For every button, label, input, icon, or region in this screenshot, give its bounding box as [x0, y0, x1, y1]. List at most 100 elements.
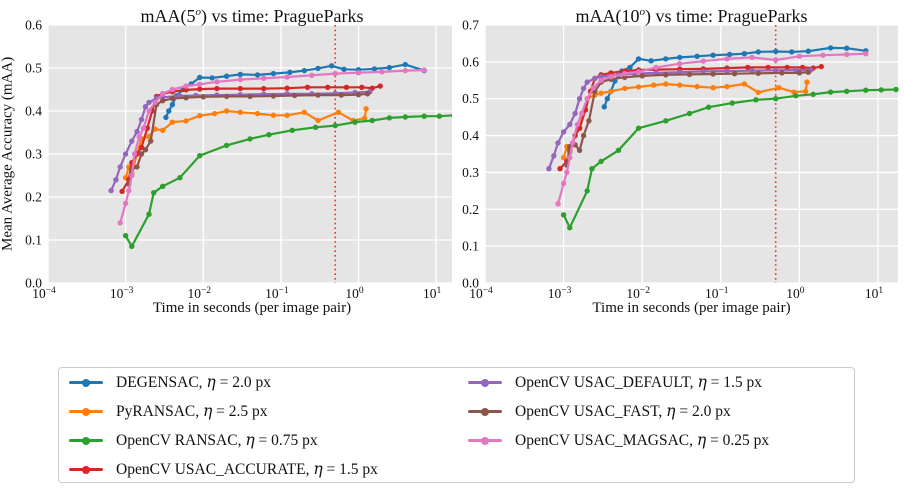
series-marker — [138, 116, 145, 123]
series-marker — [773, 67, 779, 74]
series-marker — [237, 76, 243, 83]
series-marker — [741, 51, 748, 57]
series-marker — [134, 128, 140, 135]
series-marker — [138, 151, 145, 157]
series-marker — [653, 64, 659, 71]
series-marker — [560, 129, 567, 135]
series-marker — [146, 211, 152, 217]
series-marker — [635, 125, 642, 131]
series-marker — [211, 110, 218, 117]
x-tick-label: 100 — [786, 286, 805, 300]
title-text: mAA(10 — [575, 6, 640, 26]
series-marker — [779, 70, 785, 76]
series-marker — [148, 138, 154, 144]
chart-title-maa10: mAA(10o) vs time: PragueParks — [485, 0, 898, 26]
legend-marker-dot — [481, 378, 489, 387]
series-marker — [773, 57, 779, 63]
series-marker — [560, 212, 567, 218]
y-tick-label: 0.4 — [25, 104, 42, 119]
series-marker — [122, 200, 129, 207]
series-marker — [663, 81, 669, 87]
series-marker — [710, 71, 716, 77]
series-marker — [635, 84, 642, 90]
series-marker — [741, 81, 748, 87]
legend-marker-dot — [481, 436, 489, 445]
chart-maa5: 0.0 0.1 0.2 0.3 0.4 0.5 0.6 10−4 10−3 10−2 10−1 100… — [0, 0, 452, 345]
series-marker — [261, 75, 267, 82]
series-marker — [131, 151, 138, 157]
y-tick-label: 0.5 — [462, 91, 479, 106]
series-line — [164, 63, 426, 119]
series-marker — [261, 85, 267, 92]
y-tick-label: 0.4 — [462, 128, 479, 143]
series-marker — [727, 51, 733, 58]
title-text: ) vs time: PragueParks — [645, 6, 808, 26]
series-marker — [301, 67, 307, 74]
series-marker — [755, 89, 761, 96]
series-marker — [338, 92, 344, 98]
series-marker — [126, 187, 132, 194]
series-marker — [117, 164, 123, 170]
series-marker — [332, 70, 338, 77]
x-tick-label: 10−1 — [265, 286, 289, 300]
series-marker — [710, 85, 716, 91]
y-tick-label: 0.3 — [25, 147, 42, 162]
legend-item-pyransac: PyRANSAC, η = 2.5 px — [69, 397, 468, 426]
series-marker — [557, 166, 563, 172]
series-marker — [700, 58, 706, 64]
series-marker — [254, 110, 261, 117]
series-marker — [663, 118, 669, 124]
series-marker — [784, 64, 790, 71]
legend-marker-dot — [82, 407, 90, 416]
series-marker — [608, 88, 614, 95]
series-marker — [615, 147, 622, 153]
x-tick-label: 10−4 — [469, 286, 493, 300]
legend-marker-line — [468, 436, 502, 445]
eta-symbol: η — [697, 373, 707, 391]
series-marker — [810, 91, 816, 98]
series-marker — [332, 122, 338, 129]
series-marker — [601, 104, 607, 110]
series-marker — [745, 64, 751, 71]
x-tick-label: 10−2 — [626, 286, 650, 300]
series-marker — [377, 83, 383, 89]
series-marker — [627, 64, 633, 71]
series-marker — [622, 85, 628, 92]
y-axis-label: Mean Average Accuracy (mAA) — [0, 56, 16, 252]
series-marker — [799, 64, 806, 71]
series-marker — [749, 54, 755, 61]
series-marker — [677, 61, 683, 67]
series-marker — [363, 106, 369, 112]
legend-item-label: OpenCV USAC_DEFAULT, η = 1.5 px — [515, 373, 762, 391]
series-marker — [584, 79, 590, 85]
series-marker — [223, 73, 230, 79]
series-marker — [134, 164, 140, 170]
series-marker — [117, 220, 123, 226]
series-marker — [315, 92, 321, 98]
series-line — [558, 65, 823, 170]
series-marker — [694, 53, 700, 59]
series-marker — [765, 64, 771, 71]
series-marker — [844, 45, 850, 51]
plot-area-maa5: 0.0 0.1 0.2 0.3 0.4 0.5 0.6 10−4 10−3 10−2 10−1 100… — [25, 18, 452, 300]
x-tick-label: 10−3 — [548, 286, 572, 300]
series-marker — [436, 113, 443, 119]
series-marker — [254, 72, 261, 78]
series-marker — [796, 70, 803, 76]
x-tick-label: 101 — [423, 286, 442, 300]
series-marker — [214, 85, 220, 92]
y-tick-label: 0.6 — [25, 18, 42, 33]
series-marker — [284, 85, 290, 91]
series-marker — [893, 86, 899, 93]
series-marker — [402, 67, 408, 74]
x-tick-label: 101 — [865, 286, 884, 300]
series-marker — [379, 69, 385, 75]
series-marker — [113, 177, 119, 183]
series-marker — [773, 48, 779, 55]
series-marker — [863, 51, 869, 57]
series-marker — [169, 95, 176, 102]
series-marker — [793, 93, 799, 99]
series-marker — [343, 84, 350, 91]
series-marker — [386, 64, 393, 71]
series-marker — [146, 99, 152, 106]
